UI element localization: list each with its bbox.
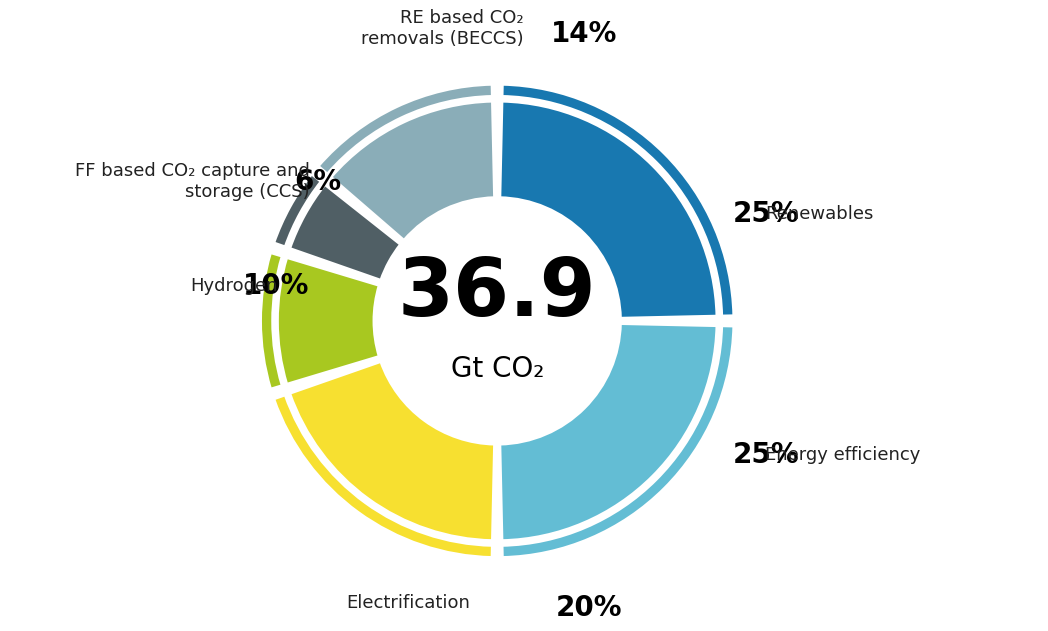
Text: Hydrogen: Hydrogen <box>190 277 278 295</box>
Wedge shape <box>278 257 379 384</box>
Text: Renewables: Renewables <box>765 204 874 223</box>
Wedge shape <box>502 85 734 316</box>
Text: 36.9: 36.9 <box>398 255 596 333</box>
Wedge shape <box>289 184 400 280</box>
Text: RE based CO₂
removals (BECCS): RE based CO₂ removals (BECCS) <box>362 9 524 47</box>
Wedge shape <box>274 174 321 247</box>
Text: Gt CO₂: Gt CO₂ <box>451 355 544 383</box>
Text: FF based CO₂ capture and
storage (CCS): FF based CO₂ capture and storage (CCS) <box>74 162 309 201</box>
Circle shape <box>376 200 617 442</box>
Wedge shape <box>500 101 717 318</box>
Text: 20%: 20% <box>556 594 623 622</box>
Wedge shape <box>331 101 495 240</box>
Wedge shape <box>274 395 493 557</box>
Wedge shape <box>289 362 495 541</box>
Text: Electrification: Electrification <box>347 594 471 612</box>
Text: 10%: 10% <box>243 272 309 300</box>
Text: 14%: 14% <box>551 20 617 47</box>
Text: 25%: 25% <box>733 441 800 469</box>
Text: 6%: 6% <box>294 168 342 196</box>
Wedge shape <box>502 326 734 557</box>
Wedge shape <box>500 324 717 541</box>
Wedge shape <box>261 252 282 389</box>
Text: Energy efficiency: Energy efficiency <box>765 446 920 464</box>
Text: 25%: 25% <box>733 199 800 228</box>
Wedge shape <box>319 85 493 174</box>
